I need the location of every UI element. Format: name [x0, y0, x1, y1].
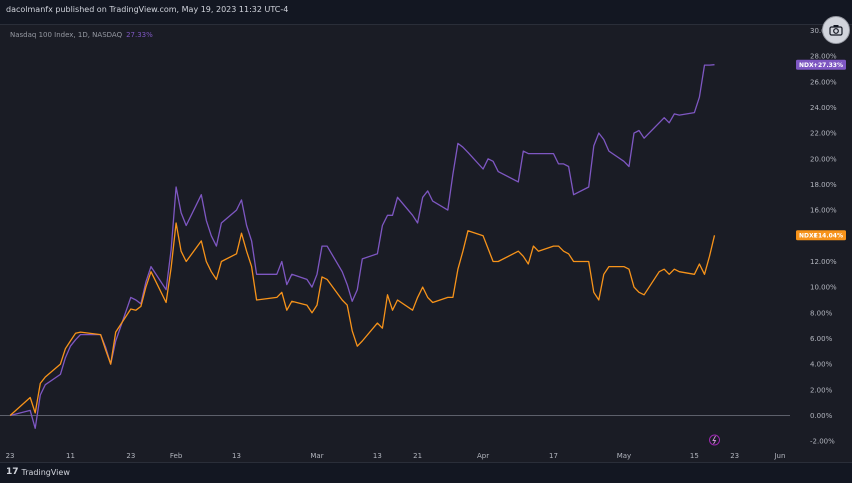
tradingview-mark-icon: 17 [6, 467, 19, 477]
y-tick-label: 6.00% [810, 335, 833, 343]
y-tick-label: 4.00% [810, 361, 833, 369]
series-badge-value: +14.04% [813, 232, 843, 239]
bottom-bar: 17 TradingView [0, 462, 852, 483]
y-tick-label: 28.00% [810, 53, 837, 61]
series-badge-ndxe [796, 230, 846, 241]
x-tick-label: 23 [730, 452, 739, 460]
series-badge-value: +27.33% [813, 62, 843, 69]
series-line-ndx [9, 64, 715, 429]
symbol-title: Nasdaq 100 Index, 1D, NASDAQ [10, 31, 123, 39]
camera-icon [829, 25, 843, 36]
x-tick-label: 23 [6, 452, 15, 460]
x-tick-label: 15 [690, 452, 699, 460]
y-tick-label: 24.00% [810, 104, 837, 112]
x-tick-label: 23 [126, 452, 135, 460]
series-badge-name: NDXE [799, 232, 818, 239]
publisher-info: dacolmanfx published on TradingView.com,… [6, 5, 289, 14]
comparison-chart[interactable]: -2.00% 0.00% 2.00% 4.00% 6.00% 8.00% 10.00% 12.… [0, 24, 852, 462]
lightning-icon [712, 435, 717, 445]
y-tick-label: -2.00% [810, 438, 835, 446]
y-tick-label: 0.00% [810, 412, 833, 420]
tradingview-logo[interactable]: 17 TradingView [6, 467, 70, 477]
y-tick-label: 2.00% [810, 386, 833, 394]
x-tick-label: May [617, 452, 631, 460]
event-marker-icon [709, 434, 721, 446]
y-tick-label: 8.00% [810, 309, 833, 317]
top-bar: dacolmanfx published on TradingView.com,… [0, 0, 852, 25]
y-tick-label: 20.00% [810, 155, 837, 163]
symbol-change: 27.33% [126, 31, 153, 39]
y-tick-label: 18.00% [810, 181, 837, 189]
snapshot-camera-button[interactable] [822, 16, 850, 44]
tradingview-logo-text: TradingView [21, 467, 70, 477]
series-line-ndxe [9, 222, 716, 416]
y-tick-label: 16.00% [810, 207, 837, 215]
y-tick-label: 26.00% [810, 78, 837, 86]
x-tick-label: Feb [170, 452, 183, 460]
x-tick-label: 11 [66, 452, 75, 460]
x-tick-label: Apr [477, 452, 489, 460]
y-tick-label: 12.00% [810, 258, 837, 266]
y-tick-label: 10.00% [810, 284, 837, 292]
series-badge-ndx [796, 59, 846, 70]
x-tick-label: 17 [549, 452, 558, 460]
x-tick-label: 13 [232, 452, 241, 460]
x-tick-label: Jun [773, 452, 785, 460]
symbol-legend: Nasdaq 100 Index, 1D, NASDAQ 27.33% [10, 31, 153, 39]
x-tick-label: 21 [413, 452, 422, 460]
x-tick-label: 13 [373, 452, 382, 460]
y-tick-label: 22.00% [810, 130, 837, 138]
series-badge-name: NDX [799, 62, 814, 69]
x-tick-label: Mar [310, 452, 323, 460]
